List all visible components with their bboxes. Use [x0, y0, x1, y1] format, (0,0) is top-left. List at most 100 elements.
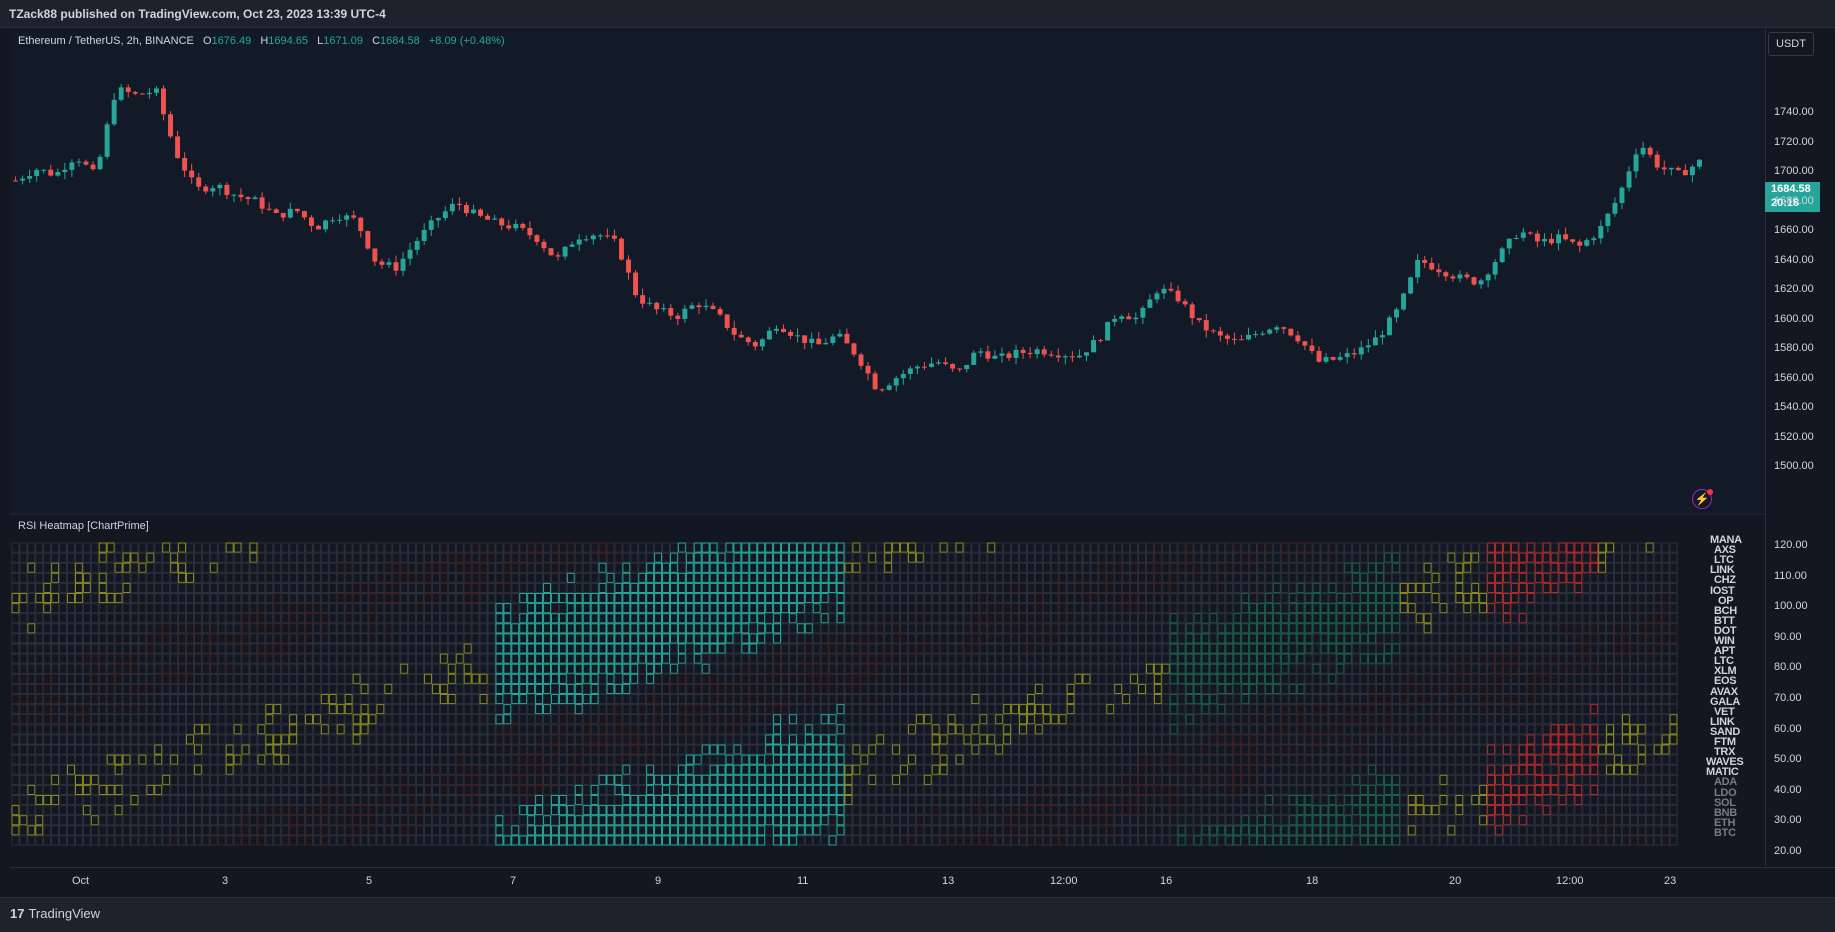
heatmap-cell: [1424, 745, 1431, 754]
heatmap-cell: [710, 594, 717, 603]
heatmap-cell: [1020, 543, 1027, 552]
heatmap-cell: [1154, 735, 1161, 744]
heatmap-cell: [1575, 715, 1582, 724]
heatmap-cell: [583, 745, 590, 754]
heatmap-cell: [75, 664, 82, 673]
heatmap-cell: [885, 715, 892, 724]
heatmap-cell: [1107, 573, 1114, 582]
heatmap-cell: [91, 594, 98, 603]
heatmap-cell: [1615, 634, 1622, 643]
heatmap-cell: [52, 573, 59, 582]
heatmap-cell: [805, 573, 812, 582]
heatmap-cell: [163, 594, 170, 603]
heatmap-cell: [782, 725, 789, 734]
heatmap-cell: [1353, 553, 1360, 562]
candle-body: [1112, 319, 1117, 322]
heatmap-cell: [1131, 594, 1138, 603]
heatmap-cell: [52, 614, 59, 623]
heatmap-cell: [615, 563, 622, 572]
heatmap-cell: [464, 604, 471, 613]
heatmap-cell: [218, 725, 225, 734]
heatmap-cell: [329, 674, 336, 683]
heatmap-cell: [655, 684, 662, 693]
heatmap-cell: [893, 563, 900, 572]
candle-body: [978, 351, 983, 352]
heatmap-cell: [750, 543, 757, 552]
heatmap-cell: [797, 654, 804, 663]
heatmap-cell: [202, 715, 209, 724]
heatmap-cell: [1226, 725, 1233, 734]
heatmap-cell: [583, 725, 590, 734]
heatmap-cell: [313, 583, 320, 592]
heatmap-cell: [901, 553, 908, 562]
heatmap-cell: [591, 735, 598, 744]
heatmap-cell: [123, 553, 130, 562]
heatmap-cell: [766, 573, 773, 582]
heatmap-cell: [1210, 684, 1217, 693]
heatmap-cell: [488, 563, 495, 572]
heatmap-cell: [456, 644, 463, 653]
heatmap-cell: [1218, 583, 1225, 592]
candle-body: [260, 197, 265, 208]
heatmap-cell: [956, 745, 963, 754]
heatmap-cell: [480, 715, 487, 724]
heatmap-cell: [1305, 705, 1312, 714]
heatmap-cell: [1567, 654, 1574, 663]
heatmap-cell: [99, 725, 106, 734]
heatmap-cell: [1384, 604, 1391, 613]
heatmap-cell: [1353, 543, 1360, 552]
heatmap-cell: [1369, 674, 1376, 683]
heatmap-cell: [1432, 674, 1439, 683]
heatmap-cell: [1162, 543, 1169, 552]
heatmap-cell: [1416, 715, 1423, 724]
heatmap-cell: [1551, 563, 1558, 572]
heatmap-cell: [797, 624, 804, 633]
heatmap-cell: [1004, 583, 1011, 592]
heatmap-cell: [520, 563, 527, 572]
heatmap-cell: [766, 634, 773, 643]
heatmap-cell: [1329, 725, 1336, 734]
heatmap-cell: [647, 735, 654, 744]
heatmap-cell: [1004, 543, 1011, 552]
heatmap-cell: [20, 664, 27, 673]
candle-body: [577, 240, 582, 245]
heatmap-cell: [163, 695, 170, 704]
heatmap-cell: [932, 594, 939, 603]
heatmap-cell: [607, 725, 614, 734]
heatmap-cell: [1146, 705, 1153, 714]
heatmap-cell: [1170, 715, 1177, 724]
heatmap-cell: [28, 684, 35, 693]
heatmap-cell: [1202, 695, 1209, 704]
heatmap-cell: [234, 543, 241, 552]
heatmap-cell: [615, 543, 622, 552]
heatmap-cell: [1591, 543, 1598, 552]
heatmap-cell: [1559, 695, 1566, 704]
heatmap-cell: [1575, 553, 1582, 562]
heatmap-cell: [202, 674, 209, 683]
heatmap-cell: [107, 654, 114, 663]
heatmap-cell: [1242, 604, 1249, 613]
heatmap-cell: [663, 725, 670, 734]
heatmap-cell: [1353, 634, 1360, 643]
heatmap-cell: [393, 725, 400, 734]
heatmap-cell: [1559, 543, 1566, 552]
heatmap-cell: [1456, 553, 1463, 562]
heatmap-cell: [306, 735, 313, 744]
heatmap-cell: [726, 705, 733, 714]
heatmap-cell: [60, 604, 67, 613]
heatmap-cell: [68, 634, 75, 643]
heatmap-cell: [789, 583, 796, 592]
heatmap-cell: [1361, 745, 1368, 754]
heatmap-cell: [1059, 654, 1066, 663]
heatmap-cell: [1337, 715, 1344, 724]
candle-body: [133, 92, 138, 94]
heatmap-cell: [789, 543, 796, 552]
heatmap-cell: [1583, 614, 1590, 623]
heatmap-cell: [1234, 553, 1241, 562]
heatmap-cell: [401, 715, 408, 724]
heatmap-cell: [1369, 705, 1376, 714]
heatmap-cell: [948, 735, 955, 744]
heatmap-cell: [91, 684, 98, 693]
heatmap-cell: [1480, 695, 1487, 704]
heatmap-cell: [393, 715, 400, 724]
